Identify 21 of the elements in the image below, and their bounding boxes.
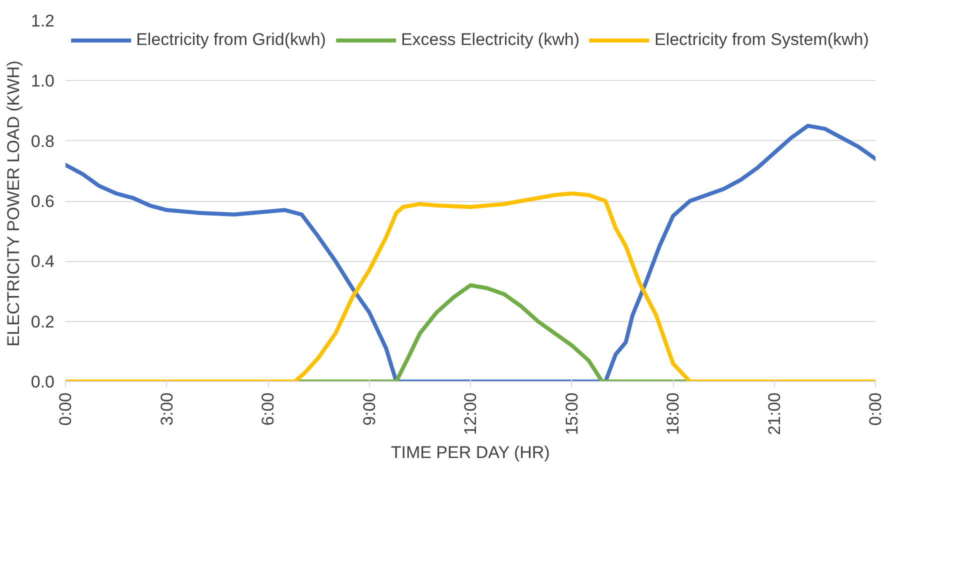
legend-label: Electricity from Grid(kwh) — [136, 30, 326, 50]
y-tick-label: 0.8 — [30, 132, 55, 151]
x-tick-label: 9:00 — [360, 392, 379, 426]
legend-label: Electricity from System(kwh) — [654, 30, 869, 50]
x-axis-title: TIME PER DAY (HR) — [390, 443, 550, 462]
y-tick-label: 1.2 — [30, 12, 55, 30]
x-tick-label: 21:00 — [764, 392, 784, 436]
x-tick-label: 0:00 — [866, 392, 885, 426]
y-axis-title: ELECTRICITY POWER LOAD (KWH) — [4, 60, 23, 346]
x-tick-label: 12:00 — [461, 392, 480, 436]
x-tick-label: 0:00 — [56, 392, 75, 426]
x-tick-label: 18:00 — [664, 392, 682, 436]
y-tick-label: 0.4 — [30, 252, 55, 272]
y-tick-label: 0.0 — [30, 372, 55, 392]
x-tick-label: 15:00 — [562, 392, 582, 436]
y-tick-label: 1.0 — [30, 72, 55, 91]
legend-label: Excess Electricity (kwh) — [400, 30, 580, 50]
x-tick-label: 6:00 — [258, 392, 278, 426]
y-tick-label: 0.2 — [30, 312, 55, 332]
x-tick-label: 3:00 — [157, 392, 176, 426]
y-tick-label: 0.6 — [30, 192, 55, 211]
